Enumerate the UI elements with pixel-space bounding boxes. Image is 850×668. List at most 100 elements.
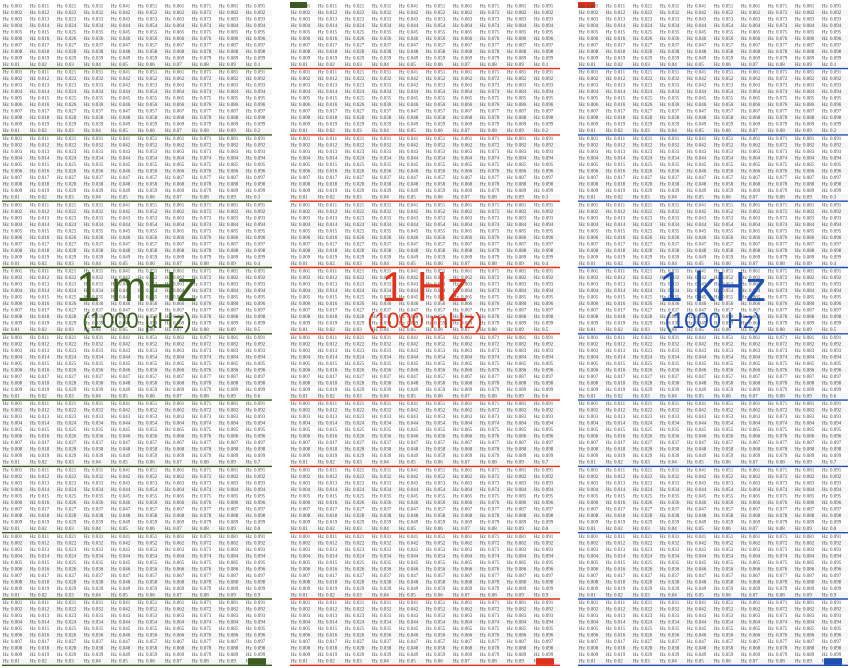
cell-value: 0.099 [254,56,266,61]
cell-value: 0.091 [254,203,266,208]
cell-value: 0.003 [299,614,311,619]
row-stripe [290,606,560,613]
cell-value: 0.013 [326,84,338,89]
cell-value: 0.079 [200,123,212,128]
unit-label: Hz [138,223,145,228]
unit-label: Hz [138,17,145,22]
cell-value: 0.074 [488,488,500,493]
unit-label: Hz [111,475,118,480]
unit-label: Hz [30,634,37,639]
cell-value: 0.091 [542,4,554,9]
cell-value: 0.026 [65,236,77,241]
cell-value: 0.084 [227,156,239,161]
cell-value: 0.067 [173,309,185,314]
cell-value: 0.004 [299,488,311,493]
row-stripe [290,127,560,135]
unit-label: Hz [399,608,406,613]
unit-label: Hz [291,322,298,327]
cell-value: 0.034 [668,24,680,29]
unit-label: Hz [111,37,118,42]
cell-value: 0.033 [92,17,104,22]
cell-value: 0.056 [722,169,734,174]
cell-value: 0.061 [749,203,761,208]
unit-label: Hz [426,355,433,360]
unit-label: Hz [480,156,487,161]
cell-value: 0.087 [803,176,815,181]
cell-value: 0.028 [353,116,365,121]
cell-value: 0.001 [299,71,311,76]
cell-value: 0.009 [11,520,23,525]
unit-label: Hz [534,328,541,333]
cell-value: 0.002 [11,541,23,546]
cell-value: 0.012 [326,409,338,414]
cell-value: 0.02 [38,593,47,598]
cell-value: 0.011 [326,71,338,76]
unit-label: Hz [84,362,91,367]
cell-value: 0.096 [542,634,554,639]
cell-value: 0.083 [227,150,239,155]
cell-value: 0.056 [146,634,158,639]
cell-value: 0.036 [380,236,392,241]
cell-value: 0.019 [38,388,50,393]
unit-label: Hz [111,587,118,592]
cell-value: 0.066 [173,501,185,506]
cell-value: 0.051 [146,71,158,76]
unit-label: Hz [111,163,118,168]
cell-value: 0.015 [38,494,50,499]
cell-value: 0.093 [542,481,554,486]
unit-label: Hz [318,653,325,658]
unit-label: Hz [138,262,145,267]
cell-value: 0.009 [11,123,23,128]
cell-value: 0.037 [668,43,680,48]
unit-label: Hz [246,203,253,208]
unit-label: Hz [534,461,541,466]
unit-label: Hz [57,388,64,393]
unit-label: Hz [219,189,226,194]
cell-value: 0.059 [722,255,734,260]
cell-value: 0.055 [146,627,158,632]
unit-label: Hz [714,276,721,281]
cell-value: 0.036 [380,501,392,506]
unit-label: Hz [606,176,613,181]
unit-label: Hz [714,17,721,22]
unit-label: Hz [507,627,514,632]
unit-label: Hz [138,50,145,55]
cell-value: 0.012 [326,11,338,16]
cell-value: 0.091 [830,203,842,208]
cell-value: 0.044 [695,156,707,161]
cell-value: 0.076 [488,103,500,108]
unit-label: Hz [30,640,37,645]
cell-value: 0.014 [326,24,338,29]
cell-value: 0.023 [353,84,365,89]
cell-value: 0.068 [461,249,473,254]
unit-label: Hz [534,535,541,540]
unit-label: Hz [480,402,487,407]
unit-label: Hz [291,176,298,181]
unit-label: Hz [291,475,298,480]
unit-label: Hz [192,103,199,108]
unit-label: Hz [768,97,775,102]
unit-label: Hz [372,71,379,76]
cell-value: 0.055 [722,30,734,35]
unit-label: Hz [192,580,199,585]
unit-label: Hz [606,90,613,95]
cell-value: 0.064 [173,24,185,29]
unit-label: Hz [3,236,10,241]
unit-label: Hz [372,422,379,427]
unit-label: Hz [795,90,802,95]
unit-label: Hz [372,229,379,234]
unit-label: Hz [138,441,145,446]
cell-value: 0.054 [434,488,446,493]
unit-label: Hz [291,116,298,121]
unit-label: Hz [219,488,226,493]
unit-label: Hz [399,461,406,466]
unit-label: Hz [453,249,460,254]
cell-value: 0.027 [353,507,365,512]
row-stripe [2,287,272,295]
cell-value: 0.095 [542,97,554,102]
cell-value: 0.038 [668,182,680,187]
cell-value: 0.009 [11,189,23,194]
unit-label: Hz [822,270,829,275]
cell-value: 0.058 [146,50,158,55]
unit-label: Hz [768,90,775,95]
